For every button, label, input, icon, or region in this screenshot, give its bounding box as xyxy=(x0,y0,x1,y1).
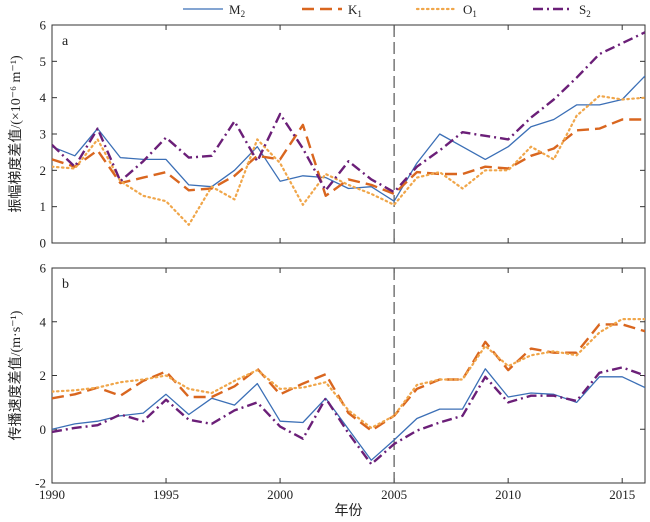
y-tick-label: 4 xyxy=(40,314,47,329)
x-tick-label: 2000 xyxy=(267,487,293,502)
y-tick-label: 0 xyxy=(40,422,47,437)
y-tick-label: 6 xyxy=(40,18,47,33)
y-tick-label: 5 xyxy=(40,54,47,69)
y-tick-label: 2 xyxy=(40,368,47,383)
legend-subscript: 1 xyxy=(472,9,477,19)
x-tick-label: 2010 xyxy=(495,487,521,502)
panel-label: a xyxy=(62,34,69,49)
legend-label-m2: M2 xyxy=(229,2,245,19)
x-tick-label: 1995 xyxy=(153,487,179,502)
y-tick-label: 1 xyxy=(40,199,47,214)
series-line-m2 xyxy=(52,368,645,461)
plot-frame xyxy=(51,24,646,244)
series-line-o1 xyxy=(52,94,645,226)
panel-b: -2 0 2 4 6 1990 1995 2000 2005 2010 2015 b 传播速度差值/(m… xyxy=(8,261,646,519)
legend-subscript: 1 xyxy=(357,9,362,19)
y-tick-label: 0 xyxy=(40,236,47,251)
legend-subscript: 2 xyxy=(586,9,591,19)
y-axis-title: 振幅梯度差值/(×10⁻⁶ m⁻¹) xyxy=(8,55,24,213)
y-axis-title: 传播速度差值/(m·s⁻¹) xyxy=(8,310,24,440)
x-tick-label: 2015 xyxy=(609,487,635,502)
x-tick-label: 1990 xyxy=(39,487,65,502)
series-line-s2 xyxy=(52,31,645,194)
series-line-m2 xyxy=(52,75,645,202)
legend-label-o1: O1 xyxy=(463,2,477,19)
panel-label: b xyxy=(62,277,69,292)
y-tick-label: 2 xyxy=(40,163,47,178)
series-group xyxy=(52,318,645,466)
panel-a: 0 1 2 3 4 5 6a 振幅梯度差值/(×10⁻⁶ m⁻¹) xyxy=(8,18,646,251)
x-axis-title: 年份 xyxy=(335,503,363,519)
y-tick-label: -2 xyxy=(35,476,46,491)
series-line-k1 xyxy=(52,118,645,198)
legend-label-s2: S2 xyxy=(579,2,591,19)
x-tick-label: 2005 xyxy=(381,487,407,502)
series-line-o1 xyxy=(52,318,645,429)
y-tick-label: 4 xyxy=(40,90,47,105)
series-line-s2 xyxy=(52,366,645,466)
plot-frame xyxy=(51,267,646,484)
y-tick-label: 3 xyxy=(40,127,47,142)
legend: M2 K1 O1 S2 xyxy=(183,2,591,19)
y-tick-label: 6 xyxy=(40,261,47,276)
series-group xyxy=(52,31,645,226)
legend-label-k1: K1 xyxy=(348,2,362,19)
series-line-k1 xyxy=(52,323,645,432)
legend-subscript: 2 xyxy=(241,9,246,19)
